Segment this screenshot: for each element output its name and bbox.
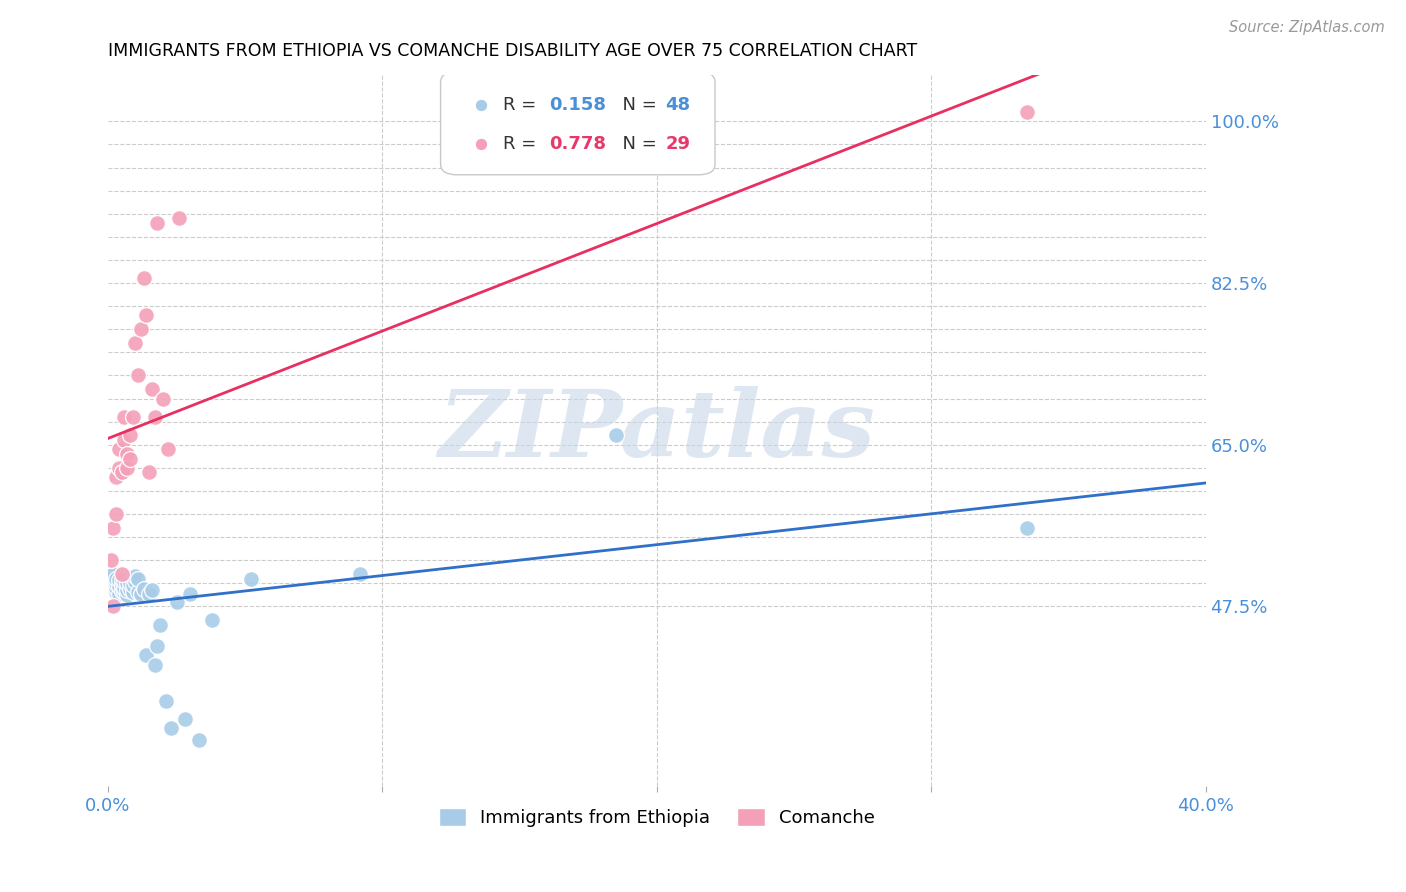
Point [114,433,136,447]
Point [349,567,371,582]
Point [239,572,262,586]
Point [111,567,134,582]
Point [121,409,143,424]
Text: ZIPatlas: ZIPatlas [439,386,876,475]
Point [115,588,138,602]
Point [169,211,191,226]
Point [138,587,160,601]
FancyBboxPatch shape [440,71,716,175]
Point [114,581,136,595]
Point [127,585,149,599]
Point [118,451,141,466]
Point [179,587,201,601]
Point [114,574,136,589]
Point [103,599,125,614]
Point [605,428,627,442]
Point [111,466,134,480]
Point [105,576,128,591]
Point [115,460,138,475]
Point [187,733,209,747]
Point [103,567,125,582]
Point [124,574,146,589]
Point [135,309,157,323]
Point [111,574,134,588]
Point [103,521,125,535]
Point [157,442,180,457]
Point [103,581,125,595]
Point [201,613,224,627]
Text: R =: R = [503,135,543,153]
Point [141,582,163,597]
Point [127,368,149,383]
Point [166,595,188,609]
Point [155,693,177,707]
Point [105,470,128,484]
Point [100,553,122,567]
Point [160,721,183,735]
Point [100,572,122,586]
Point [124,336,146,351]
Text: 0.158: 0.158 [550,96,606,114]
Point [1017,521,1039,535]
Point [114,409,136,424]
Text: R =: R = [503,96,543,114]
Point [105,581,128,595]
Point [108,460,131,475]
Text: 48: 48 [665,96,690,114]
Point [143,657,166,672]
Point [108,442,131,457]
Point [124,569,146,583]
Point [132,582,155,596]
Point [108,579,131,593]
Point [118,576,141,591]
Text: Source: ZipAtlas.com: Source: ZipAtlas.com [1229,20,1385,35]
Point [173,712,195,726]
Point [132,271,155,285]
Text: N =: N = [610,135,662,153]
Point [105,572,128,586]
Text: 29: 29 [665,135,690,153]
Text: 0.778: 0.778 [550,135,606,153]
Point [135,648,157,663]
Point [115,582,138,597]
Point [111,578,134,592]
Point [146,216,169,230]
Point [111,583,134,598]
Point [114,585,136,599]
Text: N =: N = [610,96,662,114]
Point [121,584,143,599]
Point [129,587,152,601]
Point [108,574,131,588]
Point [121,578,143,592]
Point [105,507,128,521]
Point [141,382,163,396]
Point [146,639,169,653]
Point [138,466,160,480]
Point [115,576,138,591]
Point [103,576,125,591]
Point [115,447,138,461]
Point [1017,105,1039,120]
Point [149,617,172,632]
Point [143,409,166,424]
Point [108,587,131,601]
Point [105,585,128,599]
Point [118,582,141,596]
Point [127,572,149,586]
Point [118,428,141,442]
Legend: Immigrants from Ethiopia, Comanche: Immigrants from Ethiopia, Comanche [432,800,882,834]
Point [129,322,152,336]
Text: IMMIGRANTS FROM ETHIOPIA VS COMANCHE DISABILITY AGE OVER 75 CORRELATION CHART: IMMIGRANTS FROM ETHIOPIA VS COMANCHE DIS… [108,42,917,60]
Point [152,392,174,406]
Point [100,576,122,591]
